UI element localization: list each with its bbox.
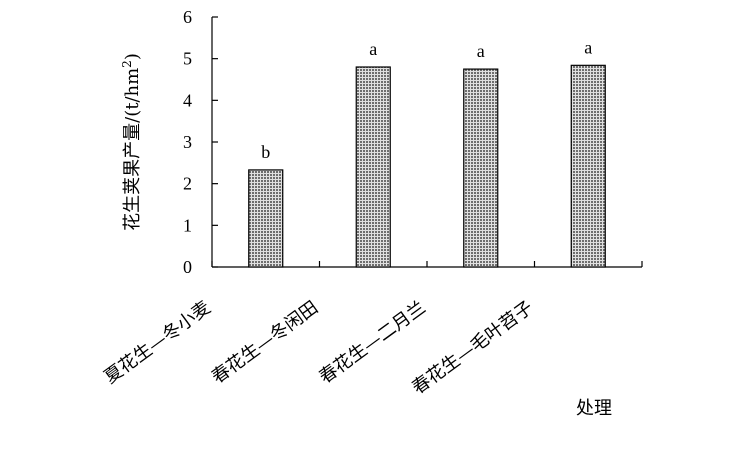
y-tick-label: 4 bbox=[183, 90, 192, 110]
y-axis-ticks: 0 1 2 3 4 5 6 bbox=[183, 7, 218, 277]
significance-label: a bbox=[477, 41, 485, 61]
x-axis-title: 处理 bbox=[576, 398, 612, 419]
significance-label: a bbox=[584, 37, 592, 57]
x-axis-ticks bbox=[211, 261, 643, 267]
bar bbox=[355, 66, 391, 268]
y-tick-label: 2 bbox=[183, 174, 192, 194]
y-tick-label: 0 bbox=[183, 257, 192, 277]
significance-label: a bbox=[369, 39, 377, 59]
significance-label: b bbox=[261, 142, 270, 162]
category-label: 春花生—二月兰 bbox=[315, 297, 429, 388]
y-axis-title: 花生荚果产量/(t/hm2) bbox=[120, 53, 143, 231]
y-tick-label: 6 bbox=[183, 7, 192, 27]
y-tick-label: 3 bbox=[183, 132, 192, 152]
bar bbox=[248, 169, 284, 268]
category-label: 春花生—冬闲田 bbox=[208, 297, 322, 388]
bar bbox=[463, 68, 499, 268]
significance-labels: b a a a bbox=[261, 37, 592, 162]
bars-group bbox=[248, 64, 606, 268]
bar bbox=[570, 64, 606, 268]
y-tick-label: 5 bbox=[183, 49, 192, 69]
category-label: 夏花生—冬小麦 bbox=[100, 297, 214, 388]
y-tick-label: 1 bbox=[183, 215, 192, 235]
